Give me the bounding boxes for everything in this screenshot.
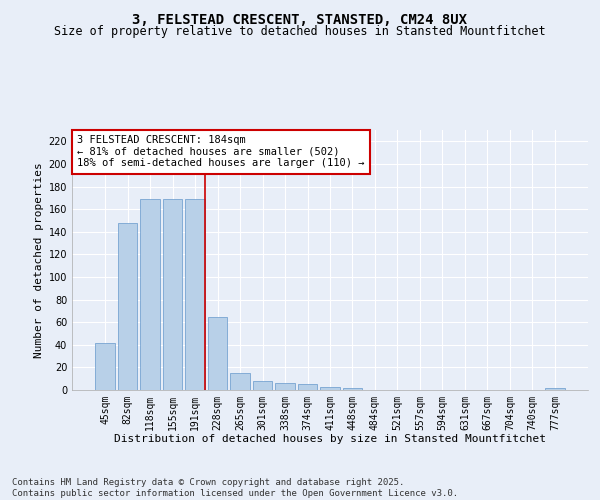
Bar [298, 384, 317, 390]
Bar [118, 222, 137, 390]
Bar [185, 199, 205, 390]
Text: 3 FELSTEAD CRESCENT: 184sqm
← 81% of detached houses are smaller (502)
18% of se: 3 FELSTEAD CRESCENT: 184sqm ← 81% of det… [77, 135, 365, 168]
Text: Size of property relative to detached houses in Stansted Mountfitchet: Size of property relative to detached ho… [54, 25, 546, 38]
Bar [230, 373, 250, 390]
Bar [275, 383, 295, 390]
Bar [320, 386, 340, 390]
Bar [95, 342, 115, 390]
Bar [208, 316, 227, 390]
Bar [163, 199, 182, 390]
Text: 3, FELSTEAD CRESCENT, STANSTED, CM24 8UX: 3, FELSTEAD CRESCENT, STANSTED, CM24 8UX [133, 12, 467, 26]
Bar [545, 388, 565, 390]
Bar [140, 199, 160, 390]
Bar [253, 381, 272, 390]
Y-axis label: Number of detached properties: Number of detached properties [34, 162, 44, 358]
X-axis label: Distribution of detached houses by size in Stansted Mountfitchet: Distribution of detached houses by size … [114, 434, 546, 444]
Text: Contains HM Land Registry data © Crown copyright and database right 2025.
Contai: Contains HM Land Registry data © Crown c… [12, 478, 458, 498]
Bar [343, 388, 362, 390]
